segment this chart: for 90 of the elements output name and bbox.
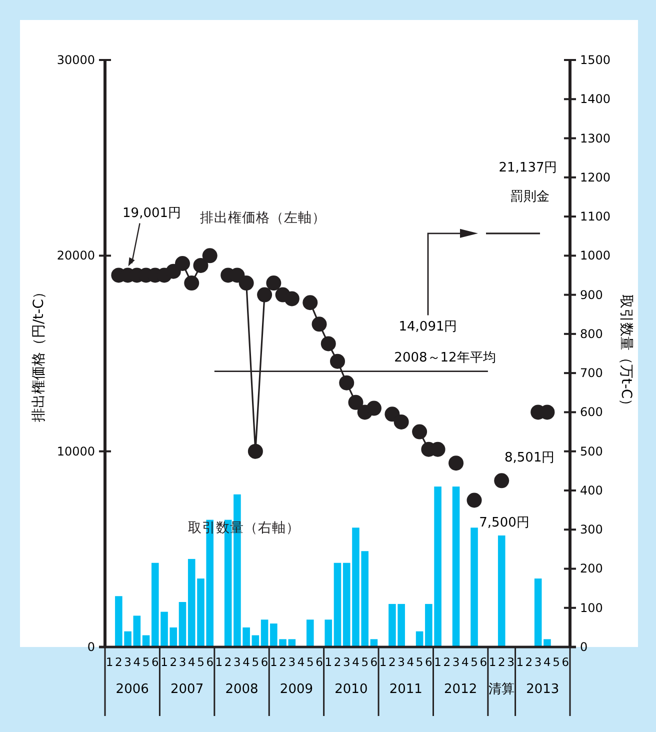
x-tick-label: 6 <box>151 655 159 669</box>
y-tick-label: 0 <box>87 640 95 654</box>
x-tick-label: 4 <box>242 655 250 669</box>
x-tick-label: 1 <box>434 655 442 669</box>
y-tick-label: 30000 <box>56 53 95 67</box>
x-tick-label: 3 <box>124 655 132 669</box>
x-tick-label: 2 <box>498 655 506 669</box>
x-tick-label: 3 <box>342 655 350 669</box>
x-tick-label: 6 <box>316 655 323 669</box>
text: 2011 <box>389 682 422 697</box>
y2-tick-label: 800 <box>580 326 603 341</box>
y2-tick-label: 700 <box>580 366 603 380</box>
y2-tick-label: 200 <box>580 562 603 576</box>
x-tick-label: 1 <box>379 655 387 669</box>
data-label: 19,001円 <box>122 206 182 222</box>
y2-tick-label: 1400 <box>580 92 611 106</box>
y2-tick-label: 1300 <box>580 131 611 146</box>
x-tick-label: 5 <box>552 655 560 669</box>
text: 2012 <box>444 682 478 697</box>
y2-tick-label: 0 <box>580 640 588 654</box>
x-tick-label: 4 <box>133 655 141 669</box>
x-tick-label: 6 <box>370 655 378 669</box>
series-label: 排出権価格（左軸） <box>200 210 326 226</box>
y-axis-title: 排出権価格（円/t-C） <box>31 284 47 422</box>
x-tick-label: 4 <box>297 655 305 669</box>
x-tick-label: 5 <box>306 655 314 669</box>
y2-tick-label: 300 <box>580 522 603 537</box>
x-tick-label: 4 <box>352 655 360 669</box>
x-tick-label: 1 <box>516 655 524 669</box>
y-tick-label: 20000 <box>56 248 95 263</box>
y2-tick-label: 1500 <box>580 53 611 67</box>
x-tick-label: 6 <box>260 655 268 669</box>
x-tick-label: 3 <box>398 655 405 669</box>
x-tick-label: 2 <box>170 655 178 669</box>
x-tick-label: 2 <box>443 655 451 669</box>
x-tick-label: 2 <box>388 655 396 669</box>
x-tick-label: 5 <box>416 655 424 669</box>
x-tick-label: 1 <box>324 655 332 669</box>
x-tick-label: 2 <box>224 655 232 669</box>
x-tick-label: 5 <box>197 655 204 669</box>
ref-line-label: 罰則金 <box>510 189 550 204</box>
text: 2007 <box>170 682 204 697</box>
x-tick-label: 6 <box>480 655 488 669</box>
x-tick-label: 2 <box>279 655 286 669</box>
x-tick-label: 4 <box>188 655 196 669</box>
ref-line-label: 2008～12年平均 <box>394 350 496 366</box>
text: 2006 <box>116 682 149 697</box>
x-tick-label: 2 <box>525 655 533 669</box>
text: 2009 <box>280 682 314 697</box>
x-tick-label: 6 <box>425 655 432 669</box>
x-tick-label: 1 <box>160 655 168 669</box>
x-tick-label: 1 <box>488 655 496 669</box>
y2-tick-label: 600 <box>580 405 603 420</box>
text: 清算 <box>488 682 515 697</box>
x-tick-label: 4 <box>544 655 551 669</box>
x-tick-label: 4 <box>406 655 414 669</box>
annotation: 14,091円 <box>398 319 458 334</box>
data-label: 7,500円 <box>479 515 530 530</box>
y2-tick-label: 1000 <box>580 248 611 263</box>
text: 2013 <box>526 682 560 697</box>
x-tick-label: 2 <box>334 655 342 669</box>
x-tick-label: 5 <box>252 655 260 669</box>
y2-tick-label: 100 <box>580 600 603 615</box>
x-tick-label: 1 <box>215 655 223 669</box>
x-tick-label: 5 <box>470 655 478 669</box>
x-tick-label: 4 <box>461 655 469 669</box>
x-tick-label: 6 <box>206 655 214 669</box>
x-tick-label: 1 <box>270 655 278 669</box>
x-tick-label: 3 <box>234 655 241 669</box>
x-tick-label: 3 <box>178 655 186 669</box>
y2-tick-label: 1200 <box>580 170 611 184</box>
x-tick-label: 3 <box>534 655 542 669</box>
x-tick-label: 6 <box>562 655 570 669</box>
x-tick-label: 2 <box>115 655 122 669</box>
y-tick-label: 10000 <box>56 444 95 458</box>
y2-tick-label: 900 <box>580 288 603 302</box>
text: 2008 <box>225 682 258 697</box>
x-tick-label: 5 <box>361 655 369 669</box>
data-label: 8,501円 <box>504 450 555 466</box>
y2-tick-label: 500 <box>580 444 603 458</box>
annotation: 21,137円 <box>498 160 558 176</box>
y2-tick-label: 400 <box>580 483 603 498</box>
y2-tick-label: 1100 <box>580 210 611 224</box>
x-tick-label: 3 <box>452 655 460 669</box>
text: 2010 <box>334 682 368 697</box>
x-tick-label: 3 <box>507 655 514 669</box>
x-tick-label: 1 <box>106 655 114 669</box>
x-tick-label: 3 <box>288 655 296 669</box>
x-tick-label: 5 <box>142 655 150 669</box>
y2-axis-title: 取引数量（万t-C） <box>618 294 634 413</box>
